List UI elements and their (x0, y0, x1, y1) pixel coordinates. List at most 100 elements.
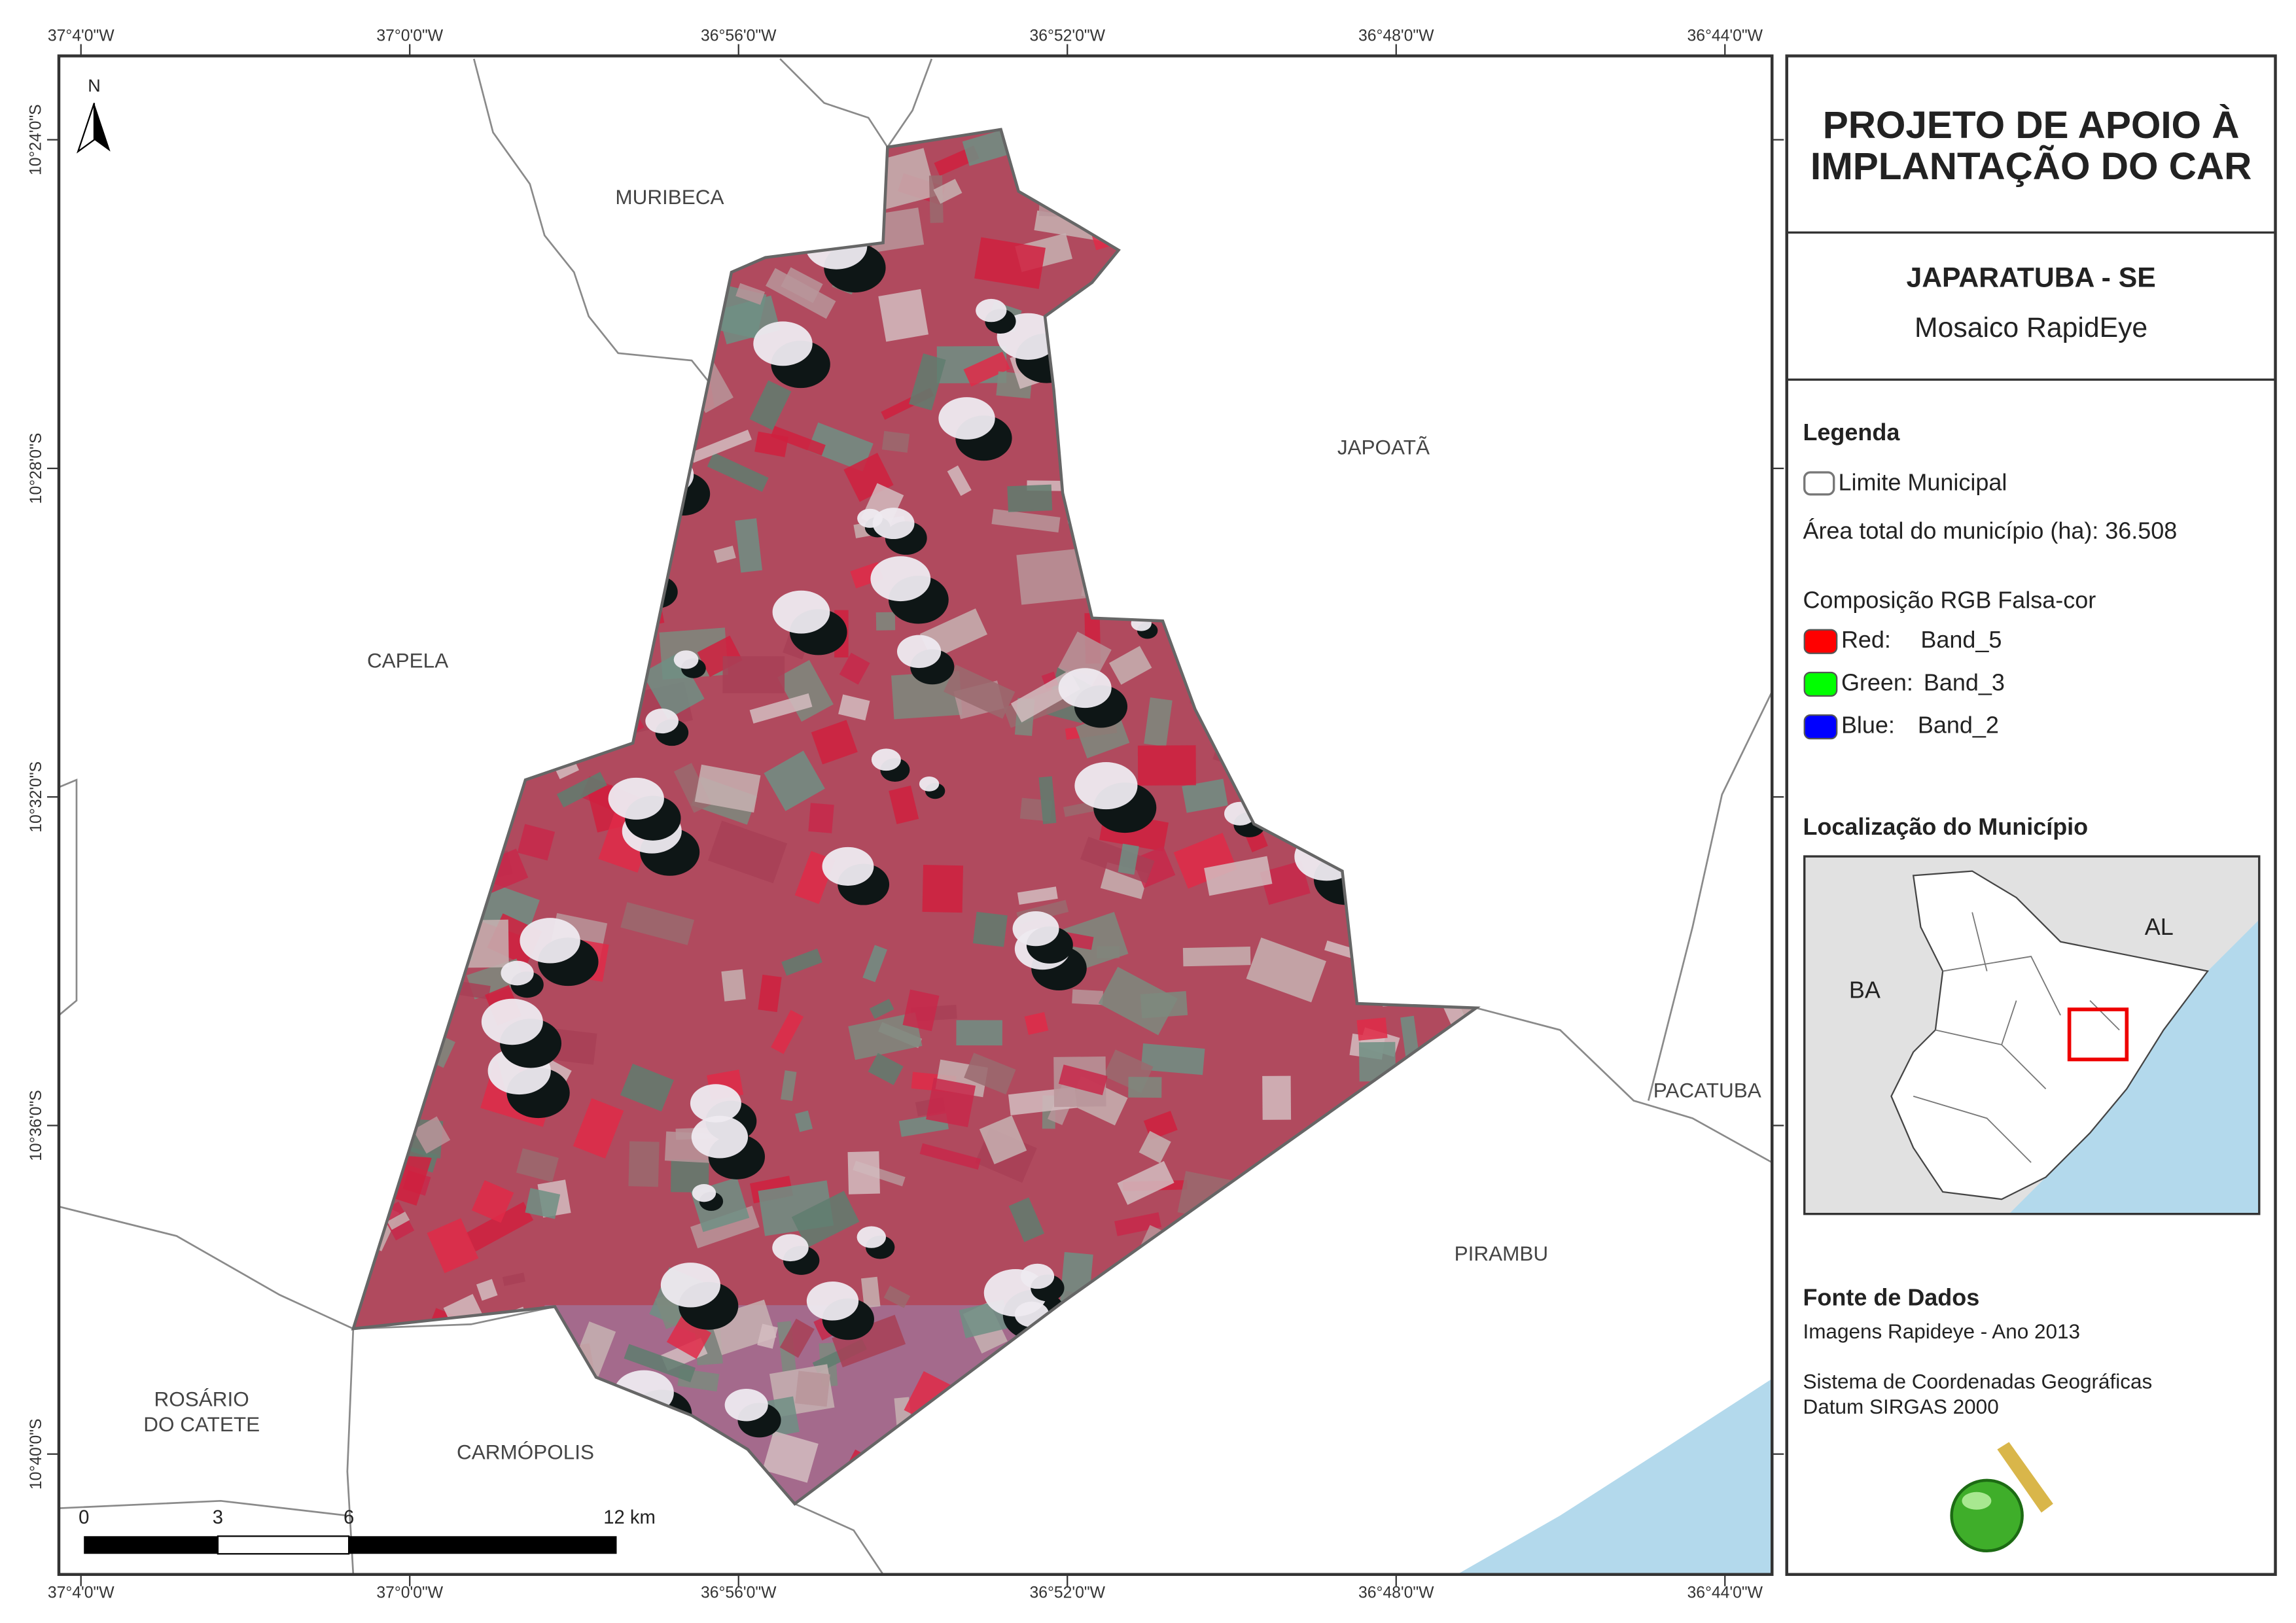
image-patch (862, 945, 887, 983)
title: IMPLANTAÇÃO DO CAR (1810, 145, 2252, 188)
inset-sea (2009, 919, 2259, 1214)
image-patch (713, 546, 736, 563)
image-patch (770, 425, 826, 456)
image-patch (642, 652, 705, 720)
image-patch (933, 179, 963, 204)
map-label: CARMÓPOLIS (457, 1440, 594, 1464)
municipality: JAPARATUBA - SE (1906, 262, 2155, 294)
title: PROJETO DE APOIO À (1823, 103, 2240, 147)
image-patch (620, 1064, 674, 1111)
image-patch (919, 1143, 981, 1170)
inset-label: BA (1849, 977, 1881, 1003)
map-frame (57, 54, 1774, 1577)
map-label: PIRAMBU (1455, 1242, 1548, 1265)
cloud (872, 508, 915, 540)
boundary (1647, 691, 1773, 1101)
image-patch (1058, 1064, 1108, 1096)
image-patch (1182, 946, 1251, 967)
image-patch (1038, 776, 1057, 824)
legend-item: Band_3 (1924, 669, 2005, 695)
image-patch (889, 785, 919, 824)
image-patch (671, 1159, 709, 1193)
image-patch (883, 1285, 911, 1308)
image-patch (839, 652, 870, 685)
panel-frame (1785, 54, 2277, 1577)
image-patch (838, 694, 870, 721)
cloud (501, 960, 534, 986)
image-patch (943, 664, 1016, 719)
legend-composition: Composição RGB Falsa-cor (1803, 586, 2096, 613)
cloud (857, 1226, 887, 1248)
image-patch (502, 1272, 526, 1286)
image-patch (909, 353, 946, 411)
image-patch (1139, 1130, 1171, 1164)
image-patch (771, 1009, 804, 1055)
image-patch (811, 720, 858, 765)
cloud (1058, 668, 1112, 708)
image-patch (891, 671, 963, 720)
legend-swatch (1803, 671, 1838, 697)
image-patch (1114, 1212, 1162, 1236)
scale-segment (349, 1536, 617, 1554)
legend-item: Green: (1841, 669, 1913, 695)
longitude-label: 36°48'0"W (1358, 27, 1434, 45)
logo-highlight (1962, 1492, 1992, 1510)
side-panel: PROJETO DE APOIO À IMPLANTAÇÃO DO CAR JA… (1785, 54, 2277, 1577)
source-heading: Fonte de Dados (1803, 1284, 1979, 1311)
image-patch (413, 1116, 451, 1154)
image-patch (902, 989, 940, 1032)
legend-item: Limite Municipal (1838, 469, 2007, 496)
longitude-label: 36°52'0"W (1029, 1584, 1105, 1602)
image-patch (766, 268, 836, 319)
image-patch (471, 1180, 514, 1223)
image-patch (963, 351, 1010, 387)
image-patch (1017, 886, 1058, 905)
image-patch (556, 771, 607, 808)
image-patch (947, 465, 972, 497)
location-heading: Localização do Município (1803, 813, 2088, 840)
north-arrow-left (77, 103, 96, 154)
location-inset: AL BA (1803, 855, 2261, 1215)
scale-label: 3 (213, 1507, 223, 1528)
latitude-label: 10°32'0"S (27, 761, 45, 833)
source-line: Sistema de Coordenadas Geográficas (1803, 1370, 2152, 1393)
source-line: Imagens Rapideye - Ano 2013 (1803, 1319, 2080, 1343)
image-patch (781, 948, 822, 976)
image-patch (721, 969, 746, 1002)
image-patch (655, 1293, 684, 1329)
image-patch (697, 635, 743, 677)
cloud (520, 918, 580, 964)
image-patch (1117, 1161, 1174, 1205)
image-patch (1108, 646, 1152, 685)
map-label: PACATUBA (1653, 1078, 1761, 1102)
image-patch (573, 1098, 624, 1159)
cloud (870, 556, 931, 602)
cloud (806, 1282, 859, 1321)
image-patch (964, 1053, 1016, 1094)
image-patch (1246, 937, 1326, 1003)
legend-swatch (1803, 714, 1838, 740)
image-patch (1007, 484, 1053, 512)
image-patch (764, 750, 825, 811)
image-patch (749, 693, 813, 724)
image-patch (1204, 856, 1273, 896)
image-patch (454, 981, 491, 1000)
cloud (938, 397, 995, 440)
image-patch (991, 508, 1061, 532)
scale-label: 12 km (603, 1507, 656, 1528)
cloud (724, 1388, 768, 1422)
longitude-label: 37°0'0"W (376, 1584, 443, 1602)
image-patch (974, 237, 1046, 289)
longitude-label: 37°0'0"W (376, 27, 443, 45)
inset-frame (1803, 855, 2261, 1215)
image-patch (1008, 1197, 1045, 1242)
longitude-label: 37°4'0"W (48, 27, 115, 45)
image-patch (525, 1188, 561, 1219)
image-patch (387, 1212, 410, 1230)
cloud (1020, 1263, 1055, 1289)
cloud (690, 1084, 741, 1123)
cloud (1074, 762, 1138, 810)
image-patch (427, 1218, 479, 1274)
image-patch (868, 1053, 904, 1085)
municipal-lines (1913, 912, 2120, 1163)
